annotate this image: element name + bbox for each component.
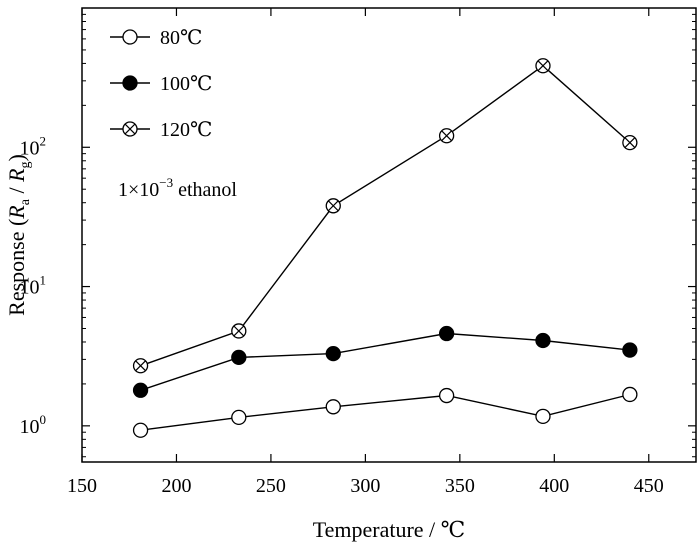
- data-point-series-3: [438, 128, 455, 144]
- marker-shape: [132, 382, 149, 398]
- data-point-series-2: [325, 345, 341, 362]
- x-tick-label: 450: [634, 475, 664, 497]
- annotation-pre: 1×10: [118, 179, 159, 201]
- y-axis-label: Response (Ra / Rg): [4, 154, 33, 316]
- marker-cross: [233, 325, 245, 337]
- x-tick-label: 400: [539, 475, 569, 497]
- y-tick-exponent: 1: [40, 273, 47, 288]
- marker-shape: [325, 345, 341, 362]
- legend-marker: [122, 29, 138, 45]
- marker-shape: [622, 342, 638, 358]
- legend-label: 80℃: [160, 27, 202, 49]
- marker-cross: [537, 60, 549, 72]
- y-tick-label: 101: [20, 273, 47, 299]
- annotation-exp: −3: [159, 175, 173, 190]
- marker-shape: [122, 29, 138, 45]
- marker-cross: [135, 360, 146, 372]
- y-tick-exponent: 2: [40, 133, 47, 148]
- marker-cross: [124, 123, 136, 135]
- marker-shape: [231, 349, 247, 366]
- data-point-series-1: [535, 408, 551, 424]
- data-point-series-3: [325, 198, 341, 214]
- data-point-series-1: [325, 399, 341, 415]
- y-label-den-symbol: R: [4, 168, 29, 183]
- data-point-series-1: [231, 409, 247, 426]
- legend-label: 120℃: [160, 119, 212, 141]
- marker-shape: [535, 408, 551, 424]
- marker-cross: [441, 130, 452, 142]
- data-series: [132, 58, 638, 438]
- x-tick-label: 200: [161, 475, 191, 497]
- data-point-series-3: [132, 358, 149, 374]
- marker-shape: [535, 332, 551, 349]
- series-line-1: [140, 393, 631, 431]
- marker-cross: [327, 200, 339, 212]
- data-point-series-2: [622, 342, 638, 358]
- y-tick-base: 10: [20, 277, 40, 299]
- marker-shape: [122, 75, 138, 91]
- x-tick-label: 300: [350, 475, 380, 497]
- x-axis-label: Temperature / ℃: [313, 517, 466, 542]
- data-point-series-3: [231, 323, 247, 339]
- legend-marker: [122, 75, 138, 91]
- annotation: 1×10−3 ethanol: [118, 175, 237, 201]
- data-point-series-2: [132, 382, 149, 398]
- annotation-post: ethanol: [173, 179, 237, 201]
- data-point-series-1: [622, 386, 638, 403]
- marker-shape: [622, 386, 638, 403]
- plot-frame: [81, 7, 697, 463]
- data-point-series-1: [132, 422, 149, 438]
- marker-cross: [624, 137, 636, 148]
- y-label-separator: /: [4, 182, 29, 199]
- marker-shape: [325, 399, 341, 415]
- y-tick-base: 10: [20, 137, 40, 159]
- marker-shape: [438, 387, 455, 404]
- y-tick-label: 102: [20, 133, 47, 159]
- y-label-suffix: ): [4, 154, 29, 161]
- data-point-series-3: [622, 134, 638, 151]
- marker-shape: [132, 422, 149, 438]
- data-point-series-2: [438, 325, 455, 342]
- y-tick-base: 10: [20, 416, 40, 438]
- legend: 80℃ 100℃ 120℃: [110, 27, 212, 141]
- data-point-series-1: [438, 387, 455, 404]
- legend-label: 100℃: [160, 73, 212, 95]
- x-tick-label: 150: [67, 475, 97, 497]
- data-point-series-2: [231, 349, 247, 366]
- data-point-series-2: [535, 332, 551, 349]
- y-label-num-sub: a: [18, 198, 33, 205]
- series-line-3: [140, 64, 631, 367]
- marker-shape: [438, 325, 455, 342]
- y-label-den-sub: g: [18, 161, 33, 168]
- y-tick-label: 100: [20, 412, 47, 438]
- x-tick-label: 250: [256, 475, 286, 497]
- y-label-num-symbol: R: [4, 205, 29, 220]
- legend-marker: [122, 121, 138, 137]
- data-point-series-3: [535, 58, 551, 74]
- y-tick-exponent: 0: [40, 412, 47, 427]
- series-line-2: [140, 332, 630, 391]
- y-label-prefix: Response (: [4, 219, 29, 316]
- marker-shape: [231, 409, 247, 426]
- x-tick-label: 350: [445, 475, 475, 497]
